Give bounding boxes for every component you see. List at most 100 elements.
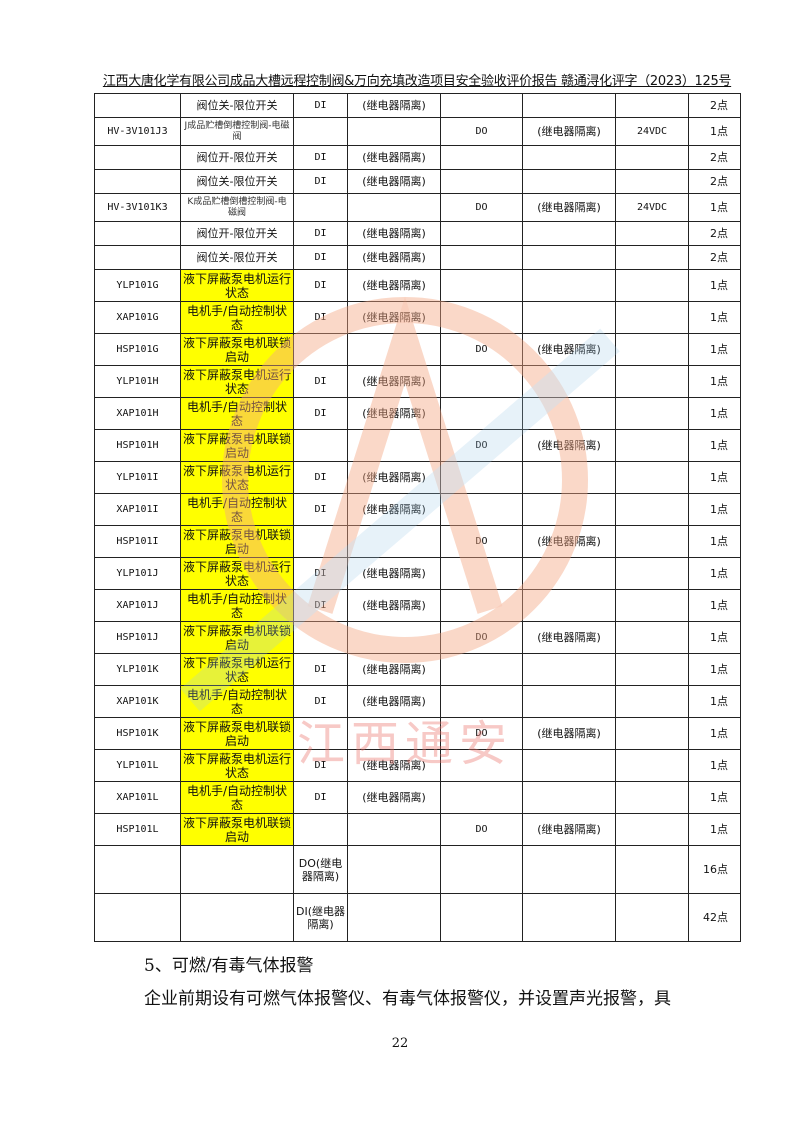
description-cell: K成品贮槽倒槽控制阀-电磁阀 [180,193,294,222]
output-cell: DO [440,621,523,654]
table-row: 阀位开-限位开关 DI (继电器隔离) 2点 [94,145,741,170]
output-cell [440,749,523,782]
points-cell: 1点 [688,397,741,430]
isolation-cell [347,717,441,750]
description-cell: 阀位开-限位开关 [180,221,294,246]
isolation-cell: (继电器隔离) [347,169,441,194]
isolation-cell: (继电器隔离) [347,93,441,118]
points-cell: 1点 [688,621,741,654]
table-row: 阀位关-限位开关 DI (继电器隔离) 2点 [94,245,741,270]
table-row: XAP101L 电机手/自动控制状态 DI (继电器隔离) 1点 [94,781,741,814]
description-cell: 液下屏蔽泵电机运行状态 [180,653,294,686]
tag-cell: HSP101G [94,333,181,366]
signal-cell [293,117,348,146]
signal-cell: DI [293,269,348,302]
points-cell: 2点 [688,145,741,170]
points-cell: 1点 [688,301,741,334]
output-cell [440,365,523,398]
table-row: XAP101G 电机手/自动控制状态 DI (继电器隔离) 1点 [94,301,741,334]
isolation-cell [347,193,441,222]
tag-cell [94,145,181,170]
voltage-cell [615,525,689,558]
report-header: 江西大唐化学有限公司成品大槽远程控制阀&万向充填改造项目安全验收评价报告 赣通浔… [102,74,732,89]
tag-cell [94,845,181,894]
points-cell: 1点 [688,493,741,526]
signal-cell [293,429,348,462]
table-row: YLP101H 液下屏蔽泵电机运行状态 DI (继电器隔离) 1点 [94,365,741,398]
signal-cell: DI [293,461,348,494]
isolation-cell [347,429,441,462]
signal-cell: DI [293,589,348,622]
isolation-cell: (继电器隔离) [347,365,441,398]
description-cell: 电机手/自动控制状态 [180,685,294,718]
output-cell [440,397,523,430]
isolation-cell: (继电器隔离) [347,397,441,430]
output-cell [440,493,523,526]
output-isolation-cell [522,245,616,270]
tag-cell [94,221,181,246]
table-row: XAP101J 电机手/自动控制状态 DI (继电器隔离) 1点 [94,589,741,622]
tag-cell: XAP101G [94,301,181,334]
signal-cell [293,813,348,846]
output-cell [440,653,523,686]
table-row: 阀位开-限位开关 DI (继电器隔离) 2点 [94,221,741,246]
voltage-cell [615,845,689,894]
tag-cell: XAP101I [94,493,181,526]
points-cell: 1点 [688,193,741,222]
isolation-cell [347,525,441,558]
description-cell: 阀位关-限位开关 [180,245,294,270]
tag-cell [94,245,181,270]
points-cell: 1点 [688,813,741,846]
description-cell: 液下屏蔽泵电机联锁启动 [180,333,294,366]
signal-cell: DI [293,781,348,814]
output-isolation-cell [522,461,616,494]
signal-cell [293,621,348,654]
voltage-cell [615,749,689,782]
points-cell: 2点 [688,93,741,118]
tag-cell [94,893,181,942]
tag-cell: HV-3V101K3 [94,193,181,222]
points-cell: 1点 [688,685,741,718]
output-isolation-cell [522,493,616,526]
isolation-cell: (继电器隔离) [347,557,441,590]
signal-cell [293,525,348,558]
voltage-cell [615,493,689,526]
points-cell: 1点 [688,653,741,686]
output-isolation-cell: (继电器隔离) [522,813,616,846]
points-cell: 2点 [688,245,741,270]
table-row: HSP101H 液下屏蔽泵电机联锁启动 DO (继电器隔离) 1点 [94,429,741,462]
points-cell: 1点 [688,781,741,814]
section-heading: 5、可燃/有毒气体报警 [144,956,314,976]
signal-cell: DI [293,93,348,118]
output-cell: DO [440,717,523,750]
signal-cell: DI [293,493,348,526]
points-cell: 16点 [688,845,741,894]
output-isolation-cell [522,781,616,814]
description-cell: 液下屏蔽泵电机联锁启动 [180,525,294,558]
output-isolation-cell [522,169,616,194]
section-paragraph: 企业前期设有可燃气体报警仪、有毒气体报警仪，并设置声光报警，具 [144,989,671,1009]
output-cell [440,269,523,302]
signal-cell [293,193,348,222]
tag-cell: YLP101G [94,269,181,302]
output-isolation-cell [522,749,616,782]
table-row: YLP101G 液下屏蔽泵电机运行状态 DI (继电器隔离) 1点 [94,269,741,302]
table-row: YLP101J 液下屏蔽泵电机运行状态 DI (继电器隔离) 1点 [94,557,741,590]
output-cell [440,781,523,814]
output-cell [440,145,523,170]
voltage-cell [615,621,689,654]
output-isolation-cell [522,653,616,686]
output-isolation-cell [522,685,616,718]
points-cell: 1点 [688,525,741,558]
output-cell: DO [440,117,523,146]
output-cell [440,557,523,590]
output-isolation-cell [522,365,616,398]
output-cell [440,589,523,622]
description-cell: 液下屏蔽泵电机运行状态 [180,461,294,494]
signal-cell: DI [293,749,348,782]
points-cell: 1点 [688,717,741,750]
signal-cell: DI [293,245,348,270]
voltage-cell [615,429,689,462]
output-isolation-cell [522,301,616,334]
isolation-cell: (继电器隔离) [347,781,441,814]
